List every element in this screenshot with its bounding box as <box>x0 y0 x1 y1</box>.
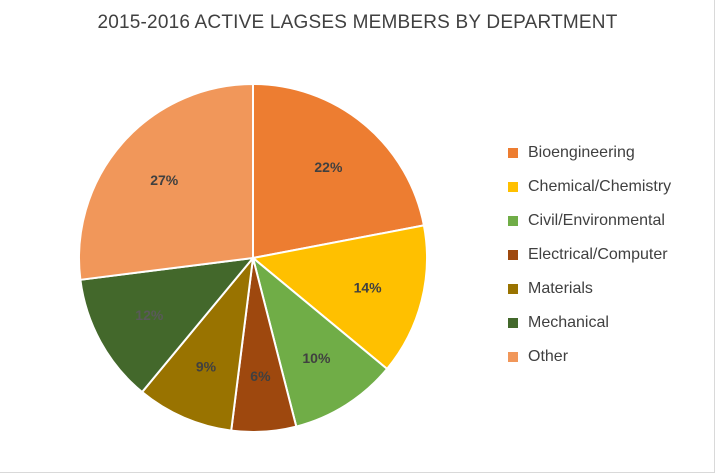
legend-swatch <box>508 148 518 158</box>
pie-slice-other <box>78 83 254 281</box>
data-label-electrical-computer: 6% <box>250 368 271 384</box>
data-label-bioengineering: 22% <box>314 159 343 175</box>
legend: Bioengineering Chemical/Chemistry Civil/En… <box>508 136 671 374</box>
legend-item-chemical-chemistry: Chemical/Chemistry <box>508 170 671 204</box>
pie-slice-civil-environmental <box>252 257 389 428</box>
legend-item-other: Other <box>508 340 671 374</box>
legend-label: Bioengineering <box>528 144 635 161</box>
pie-slice-chemical-chemistry <box>252 224 428 370</box>
legend-swatch <box>508 216 518 226</box>
data-label-mechanical: 12% <box>135 307 164 323</box>
chart-title: 2015-2016 ACTIVE LAGSES MEMBERS BY DEPAR… <box>97 12 618 33</box>
legend-item-bioengineering: Bioengineering <box>508 136 671 170</box>
legend-label: Other <box>528 348 569 365</box>
legend-item-electrical-computer: Electrical/Computer <box>508 238 671 272</box>
legend-swatch <box>508 318 518 328</box>
data-label-chemical-chemistry: 14% <box>354 279 383 295</box>
legend-label: Mechanical <box>528 314 609 331</box>
legend-item-mechanical: Mechanical <box>508 306 671 340</box>
data-label-civil-environmental: 10% <box>302 350 331 366</box>
legend-label: Electrical/Computer <box>528 246 668 263</box>
data-label-other: 27% <box>150 172 179 188</box>
pie-slice-mechanical <box>79 257 254 394</box>
pie-slice-bioengineering <box>252 83 425 259</box>
legend-swatch <box>508 182 518 192</box>
legend-swatch <box>508 250 518 260</box>
legend-item-civil-environmental: Civil/Environmental <box>508 204 671 238</box>
legend-label: Chemical/Chemistry <box>528 178 672 195</box>
legend-swatch <box>508 352 518 362</box>
pie-slice-materials <box>141 257 254 432</box>
legend-swatch <box>508 284 518 294</box>
legend-label: Civil/Environmental <box>528 212 665 229</box>
legend-item-materials: Materials <box>508 272 671 306</box>
legend-label: Materials <box>528 280 593 297</box>
data-label-materials: 9% <box>196 359 217 375</box>
